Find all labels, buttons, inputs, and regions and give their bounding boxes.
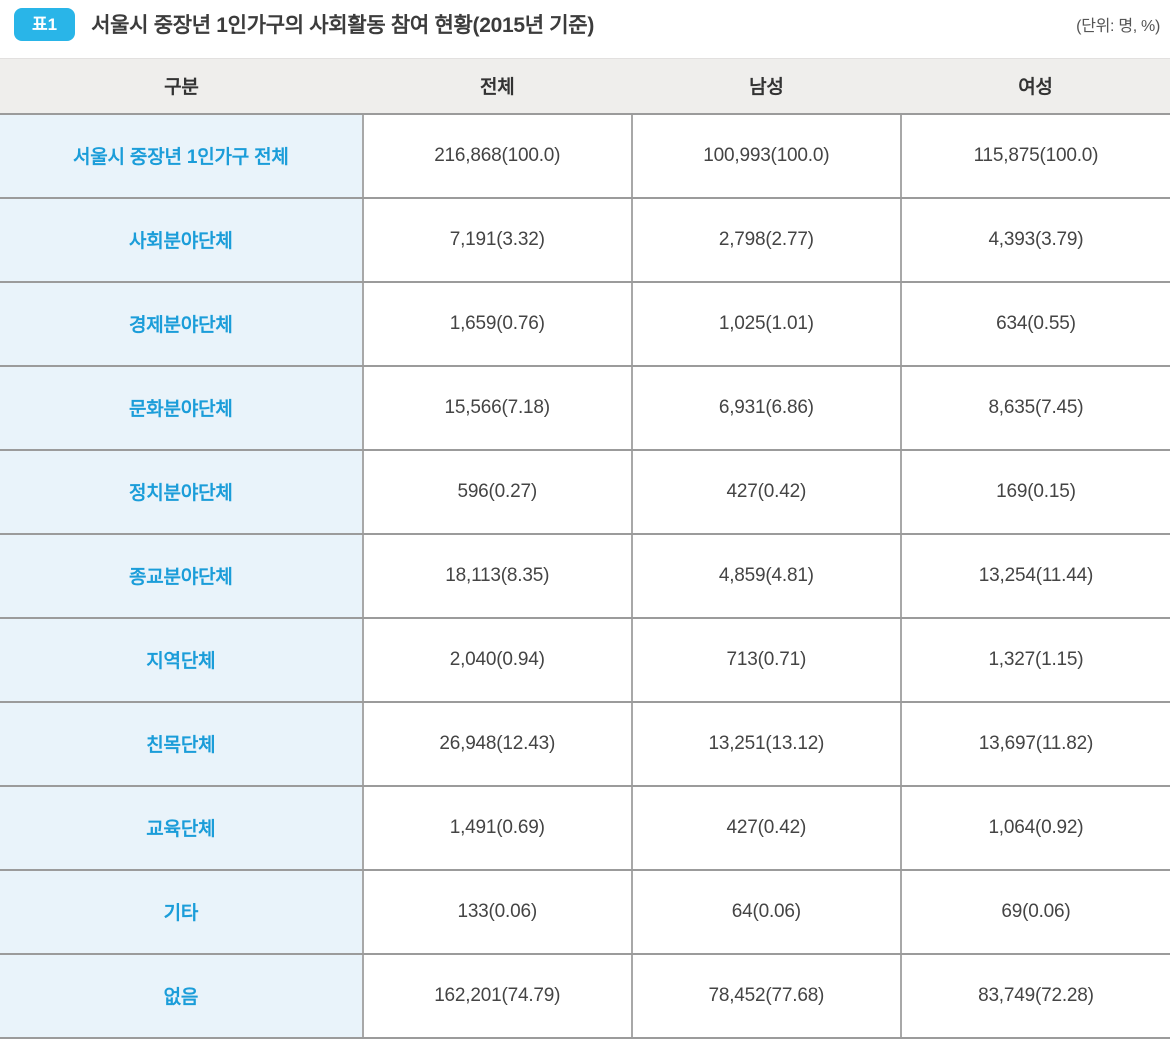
row-value: 1,659(0.76) — [361, 281, 632, 367]
row-value: 78,452(77.68) — [630, 953, 901, 1039]
row-label: 정치분야단체 — [0, 449, 363, 535]
row-value: 1,025(1.01) — [630, 281, 901, 367]
row-label: 없음 — [0, 953, 363, 1039]
row-label: 기타 — [0, 869, 363, 955]
row-value: 133(0.06) — [361, 869, 632, 955]
row-label: 서울시 중장년 1인가구 전체 — [0, 113, 363, 199]
row-value: 1,491(0.69) — [361, 785, 632, 871]
row-value: 69(0.06) — [899, 869, 1170, 955]
row-value: 427(0.42) — [630, 785, 901, 871]
row-value: 8,635(7.45) — [899, 365, 1170, 451]
row-value: 83,749(72.28) — [899, 953, 1170, 1039]
table-row: 지역단체 2,040(0.94) 713(0.71) 1,327(1.15) — [0, 617, 1170, 703]
row-value: 7,191(3.32) — [361, 197, 632, 283]
row-label: 친목단체 — [0, 701, 363, 787]
table-row: 기타 133(0.06) 64(0.06) 69(0.06) — [0, 869, 1170, 955]
table-row: 종교분야단체 18,113(8.35) 4,859(4.81) 13,254(11.4… — [0, 533, 1170, 619]
row-value: 15,566(7.18) — [361, 365, 632, 451]
table-header-row: 구분 전체 남성 여성 — [0, 58, 1170, 115]
row-label: 종교분야단체 — [0, 533, 363, 619]
row-value: 13,251(13.12) — [630, 701, 901, 787]
row-value: 115,875(100.0) — [899, 113, 1170, 199]
row-label: 문화분야단체 — [0, 365, 363, 451]
social-activity-table: 구분 전체 남성 여성 서울시 중장년 1인가구 전체 216,868(100.0… — [0, 58, 1170, 1039]
row-label: 경제분야단체 — [0, 281, 363, 367]
row-value: 2,040(0.94) — [361, 617, 632, 703]
row-value: 427(0.42) — [630, 449, 901, 535]
table-title: 서울시 중장년 1인가구의 사회활동 참여 현황(2015년 기준) — [91, 14, 595, 37]
row-value: 13,697(11.82) — [899, 701, 1170, 787]
table-row: 정치분야단체 596(0.27) 427(0.42) 169(0.15) — [0, 449, 1170, 535]
row-value: 64(0.06) — [630, 869, 901, 955]
row-value: 6,931(6.86) — [630, 365, 901, 451]
row-value: 169(0.15) — [899, 449, 1170, 535]
row-value: 18,113(8.35) — [361, 533, 632, 619]
row-label: 지역단체 — [0, 617, 363, 703]
row-label: 교육단체 — [0, 785, 363, 871]
table-row: 교육단체 1,491(0.69) 427(0.42) 1,064(0.92) — [0, 785, 1170, 871]
table-row: 경제분야단체 1,659(0.76) 1,025(1.01) 634(0.55) — [0, 281, 1170, 367]
row-value: 4,393(3.79) — [899, 197, 1170, 283]
table-caption-bar: 표1 서울시 중장년 1인가구의 사회활동 참여 현황(2015년 기준) (단… — [0, 0, 1170, 43]
row-value: 634(0.55) — [899, 281, 1170, 367]
row-value: 2,798(2.77) — [630, 197, 901, 283]
row-value: 100,993(100.0) — [630, 113, 901, 199]
unit-note: (단위: 명, %) — [1076, 18, 1160, 35]
column-header-female: 여성 — [900, 58, 1170, 115]
table-number-badge: 표1 — [14, 7, 76, 41]
table-row: 문화분야단체 15,566(7.18) 6,931(6.86) 8,635(7.45) — [0, 365, 1170, 451]
row-value: 13,254(11.44) — [899, 533, 1170, 619]
table-row: 서울시 중장년 1인가구 전체 216,868(100.0) 100,993(100… — [0, 113, 1170, 199]
row-value: 713(0.71) — [630, 617, 901, 703]
row-value: 596(0.27) — [361, 449, 632, 535]
row-value: 162,201(74.79) — [361, 953, 632, 1039]
row-label: 사회분야단체 — [0, 197, 363, 283]
row-value: 1,327(1.15) — [899, 617, 1170, 703]
row-value: 26,948(12.43) — [361, 701, 632, 787]
column-header-total: 전체 — [362, 58, 632, 115]
column-header-male: 남성 — [631, 58, 901, 115]
table-body: 서울시 중장년 1인가구 전체 216,868(100.0) 100,993(100… — [0, 113, 1170, 1039]
table-row: 없음 162,201(74.79) 78,452(77.68) 83,749(72.2… — [0, 953, 1170, 1039]
row-value: 216,868(100.0) — [361, 113, 632, 199]
table-row: 사회분야단체 7,191(3.32) 2,798(2.77) 4,393(3.79) — [0, 197, 1170, 283]
table-row: 친목단체 26,948(12.43) 13,251(13.12) 13,697(11.… — [0, 701, 1170, 787]
table-header: 구분 전체 남성 여성 — [0, 58, 1170, 115]
row-value: 1,064(0.92) — [899, 785, 1170, 871]
column-header-category: 구분 — [0, 58, 363, 115]
row-value: 4,859(4.81) — [630, 533, 901, 619]
